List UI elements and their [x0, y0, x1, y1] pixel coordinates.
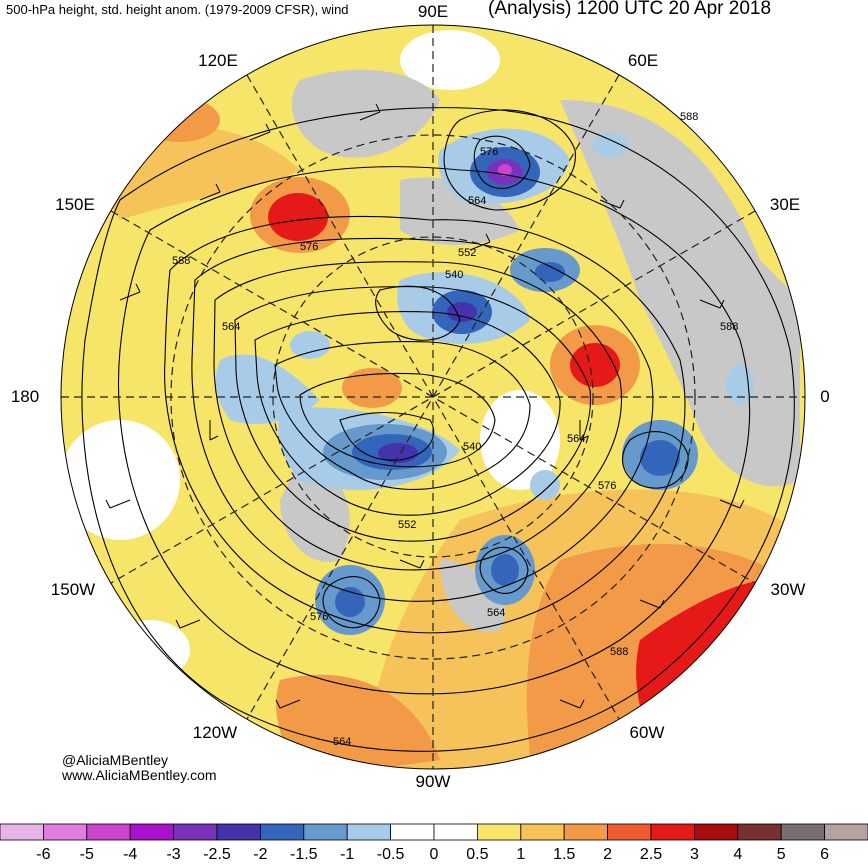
map-title: (Analysis) 1200 UTC 20 Apr 2018 — [488, 0, 772, 19]
colorbar-tick-label: -2 — [253, 846, 268, 863]
contour-label: 564 — [222, 321, 240, 333]
credit-handle: @AliciaMBentley — [62, 752, 169, 768]
colorbar-tick-label: -0.5 — [376, 846, 405, 863]
contour-label: 588 — [172, 255, 190, 267]
lon-label-150w: 150W — [50, 580, 96, 599]
colorbar-swatch — [303, 823, 348, 841]
colorbar-tick-label: -3 — [166, 846, 181, 863]
colorbar-tick-label: 3 — [689, 846, 699, 863]
contour-label: 564 — [468, 195, 486, 207]
lon-label-90w: 90W — [415, 772, 451, 791]
contour-label: 564 — [487, 607, 505, 619]
contour-label: 588 — [720, 321, 738, 333]
colorbar-swatch — [173, 823, 218, 841]
contour-label: 552 — [398, 519, 416, 531]
wind-barbs — [105, 103, 745, 709]
lon-label-60e: 60E — [627, 51, 659, 70]
graticule — [61, 25, 805, 769]
lon-label-150e: 150E — [55, 195, 95, 214]
colorbar-tick-label: 2.5 — [639, 846, 663, 863]
contour-label: 564 — [567, 433, 585, 445]
colorbar-swatch — [43, 823, 88, 841]
lon-label-30e: 30E — [769, 195, 801, 214]
colorbar-swatch — [346, 823, 392, 841]
contour-label: 564 — [333, 736, 351, 748]
lon-label-120w: 120W — [192, 723, 238, 742]
colorbar-swatch — [737, 823, 782, 841]
contour-label: 540 — [463, 441, 481, 453]
colorbar-swatch — [0, 823, 44, 841]
colorbar-swatch — [824, 823, 868, 841]
colorbar-tick-label: -4 — [123, 846, 138, 863]
colorbar-tick-label: 6 — [820, 846, 830, 863]
colorbar-tick-label: 2 — [603, 846, 613, 863]
colorbar — [0, 823, 868, 841]
colorbar-tick-label: 5 — [776, 846, 786, 863]
colorbar-tick-label: 1 — [516, 846, 526, 863]
lon-label-90e: 90E — [417, 2, 449, 21]
colorbar-swatch — [650, 823, 695, 841]
lon-label-30w: 30W — [770, 580, 806, 599]
colorbar-swatch — [563, 823, 609, 841]
map-boundary — [60, 24, 806, 770]
colorbar-swatch — [86, 823, 131, 841]
contour-label-group: 588 576 564 552 540 564 576 588 552 540 … — [172, 111, 738, 748]
colorbar-tick-label: -1.5 — [290, 846, 318, 863]
colorbar-swatch — [476, 823, 522, 841]
contour-label: 576 — [310, 611, 328, 623]
colorbar-tick-label: -1 — [340, 846, 355, 863]
colorbar-swatch — [694, 823, 739, 841]
colorbar-swatch — [259, 823, 305, 841]
colorbar-swatch — [433, 823, 478, 841]
contour-label: 588 — [610, 646, 628, 658]
height-contours — [81, 107, 795, 752]
colorbar-swatch — [607, 823, 652, 841]
colorbar-tick-label: 4 — [733, 846, 743, 863]
colorbar-swatch — [129, 823, 174, 841]
colorbar-tick-label: -2.5 — [203, 846, 231, 863]
colorbar-swatch — [780, 823, 826, 841]
lon-label-60w: 60W — [629, 723, 665, 742]
contour-label: 588 — [680, 111, 698, 123]
colorbar-swatch — [520, 823, 565, 841]
contour-label: 576 — [598, 480, 616, 492]
colorbar-tick-label: -6 — [36, 846, 51, 863]
contour-label: 576 — [300, 241, 318, 253]
polar-map: 588 576 564 552 540 564 576 588 552 540 … — [60, 24, 806, 770]
colorbar-tick-label: 1.5 — [553, 846, 576, 863]
lon-label-180: 180 — [10, 387, 40, 406]
anomaly-field — [61, 25, 805, 769]
colorbar-tick-label: 0 — [429, 846, 439, 863]
lon-label-0: 0 — [820, 387, 830, 406]
colorbar-tick-label: -5 — [79, 846, 94, 863]
map-subtitle: 500-hPa height, std. height anom. (1979-… — [6, 2, 349, 17]
contour-label: 540 — [445, 269, 463, 281]
contour-label: 552 — [458, 247, 476, 259]
colorbar-swatch — [216, 823, 261, 841]
contour-label: 576 — [480, 146, 498, 158]
colorbar-tick-label: 0.5 — [466, 846, 489, 863]
lon-label-120e: 120E — [198, 51, 238, 70]
colorbar-swatch — [390, 823, 435, 841]
credit-website: www.AliciaMBentley.com — [62, 767, 217, 783]
